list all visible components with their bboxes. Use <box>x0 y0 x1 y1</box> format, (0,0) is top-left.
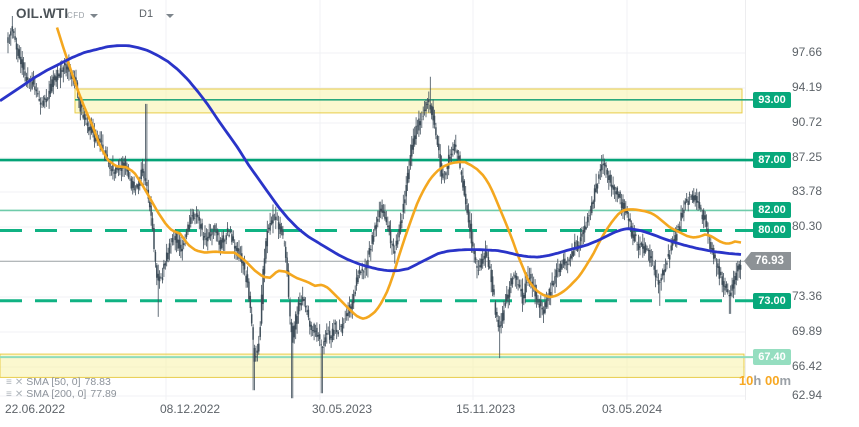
countdown-hours: 10 <box>738 373 754 388</box>
indicator-legend-row-sma200: ≡ ✕ SMA [200, 0] 77.89 <box>6 388 117 400</box>
date-tick-label: 08.12.2022 <box>160 402 221 416</box>
indicator-remove-icon[interactable]: ✕ <box>14 389 24 400</box>
countdown-minutes: 00 <box>764 373 780 388</box>
chart-plot-area[interactable] <box>0 0 859 400</box>
level-badge-82.00[interactable]: 82.00 <box>753 202 791 218</box>
level-badge-73.00[interactable]: 73.00 <box>753 293 791 309</box>
chart-header: OIL.WTI CFD D1 <box>0 0 859 30</box>
date-tick-label: 30.05.2023 <box>312 402 373 416</box>
price-tick-label: 66.42 <box>792 359 823 373</box>
gridlines <box>0 0 746 400</box>
symbol-name[interactable]: OIL.WTI <box>16 6 69 21</box>
sma50-line[interactable] <box>55 27 742 320</box>
price-tick-label: 73.36 <box>792 289 823 303</box>
timeframe-dropdown-caret[interactable] <box>166 14 174 18</box>
date-tick-label: 03.05.2024 <box>602 402 663 416</box>
indicator-label: SMA [200, 0] <box>26 388 87 400</box>
current-price-badge: 76.93 <box>744 252 791 270</box>
price-tick-label: 69.89 <box>792 324 823 338</box>
indicator-value: 78.83 <box>84 376 111 388</box>
indicator-value: 77.89 <box>90 388 117 400</box>
sma200-line[interactable] <box>0 44 742 273</box>
indicator-label: SMA [50, 0] <box>26 376 81 388</box>
level-badge-87.00[interactable]: 87.00 <box>753 152 791 168</box>
indicator-settings-icon[interactable]: ≡ <box>6 377 12 388</box>
timeframe-selector[interactable]: D1 <box>139 8 154 20</box>
price-tick-label: 87.25 <box>792 150 823 164</box>
indicator-remove-icon[interactable]: ✕ <box>14 377 24 388</box>
market-type-label: CFD <box>67 11 85 20</box>
zone-resistance-zone-93[interactable] <box>74 88 743 114</box>
candle-bodies <box>7 26 742 362</box>
symbol-dropdown-caret[interactable] <box>90 14 98 18</box>
candle-close-countdown: 10h 00m <box>739 373 791 388</box>
indicator-legend-row-sma50: ≡ ✕ SMA [50, 0] 78.83 <box>6 376 111 388</box>
level-badge-67.40[interactable]: 67.40 <box>753 349 791 365</box>
price-tick-label: 83.78 <box>792 184 823 198</box>
price-tick-label: 97.66 <box>792 45 823 59</box>
countdown-hours-unit: h <box>753 373 762 388</box>
date-tick-label: 22.06.2022 <box>5 402 66 416</box>
price-tick-label: 90.72 <box>792 115 823 129</box>
candle-wicks <box>7 16 741 399</box>
price-tick-label: 80.30 <box>792 219 823 233</box>
level-badge-80.00[interactable]: 80.00 <box>753 222 791 238</box>
zone-support-zone-67[interactable] <box>0 353 745 378</box>
indicator-settings-icon[interactable]: ≡ <box>6 389 12 400</box>
level-badge-93.00[interactable]: 93.00 <box>753 92 791 108</box>
price-tick-label: 62.94 <box>792 388 823 402</box>
price-tick-label: 94.19 <box>792 80 823 94</box>
countdown-minutes-unit: m <box>779 373 791 388</box>
date-tick-label: 15.11.2023 <box>456 402 516 416</box>
candlestick-series[interactable] <box>7 16 742 399</box>
